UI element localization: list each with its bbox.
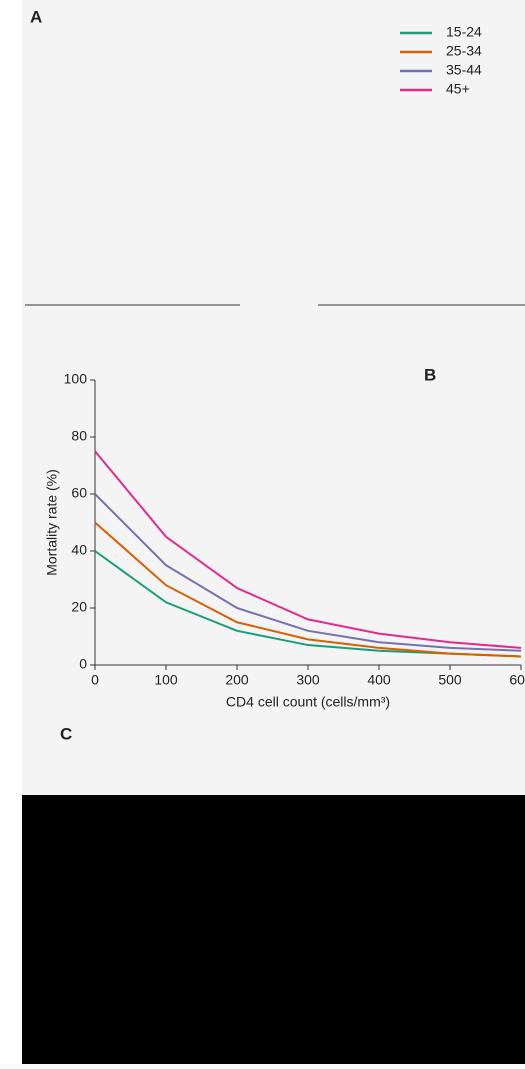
line xyxy=(94,493,522,652)
x-tick-label: 400 xyxy=(367,672,391,688)
figure-area xyxy=(22,0,525,795)
panel-label: A xyxy=(30,7,42,26)
y-tick-label: 0 xyxy=(79,656,87,672)
y-tick-label: 40 xyxy=(71,542,87,558)
blank-region xyxy=(22,795,525,1064)
x-tick-label: 100 xyxy=(154,672,178,688)
legend-label: 45+ xyxy=(446,81,470,97)
x-tick-label: 0 xyxy=(91,672,99,688)
panel-label: C xyxy=(60,724,72,743)
panel-label: B xyxy=(424,365,436,384)
y-tick-label: 80 xyxy=(71,428,87,444)
legend-label: 15-24 xyxy=(446,24,482,40)
y-tick-label: 100 xyxy=(64,371,88,387)
y-tick-label: 20 xyxy=(71,599,87,615)
margin xyxy=(0,0,22,1064)
legend-label: 25-34 xyxy=(446,43,482,59)
line xyxy=(94,521,522,658)
x-tick-label: 600 xyxy=(509,672,525,688)
x-axis-label: CD4 cell count (cells/mm³) xyxy=(226,694,390,710)
y-axis-label: Mortality rate (%) xyxy=(44,469,60,576)
x-tick-label: 500 xyxy=(438,672,462,688)
x-tick-label: 200 xyxy=(225,672,249,688)
x-tick-label: 300 xyxy=(296,672,320,688)
legend-label: 35-44 xyxy=(446,62,482,78)
y-tick-label: 60 xyxy=(71,485,87,501)
line xyxy=(94,450,522,649)
